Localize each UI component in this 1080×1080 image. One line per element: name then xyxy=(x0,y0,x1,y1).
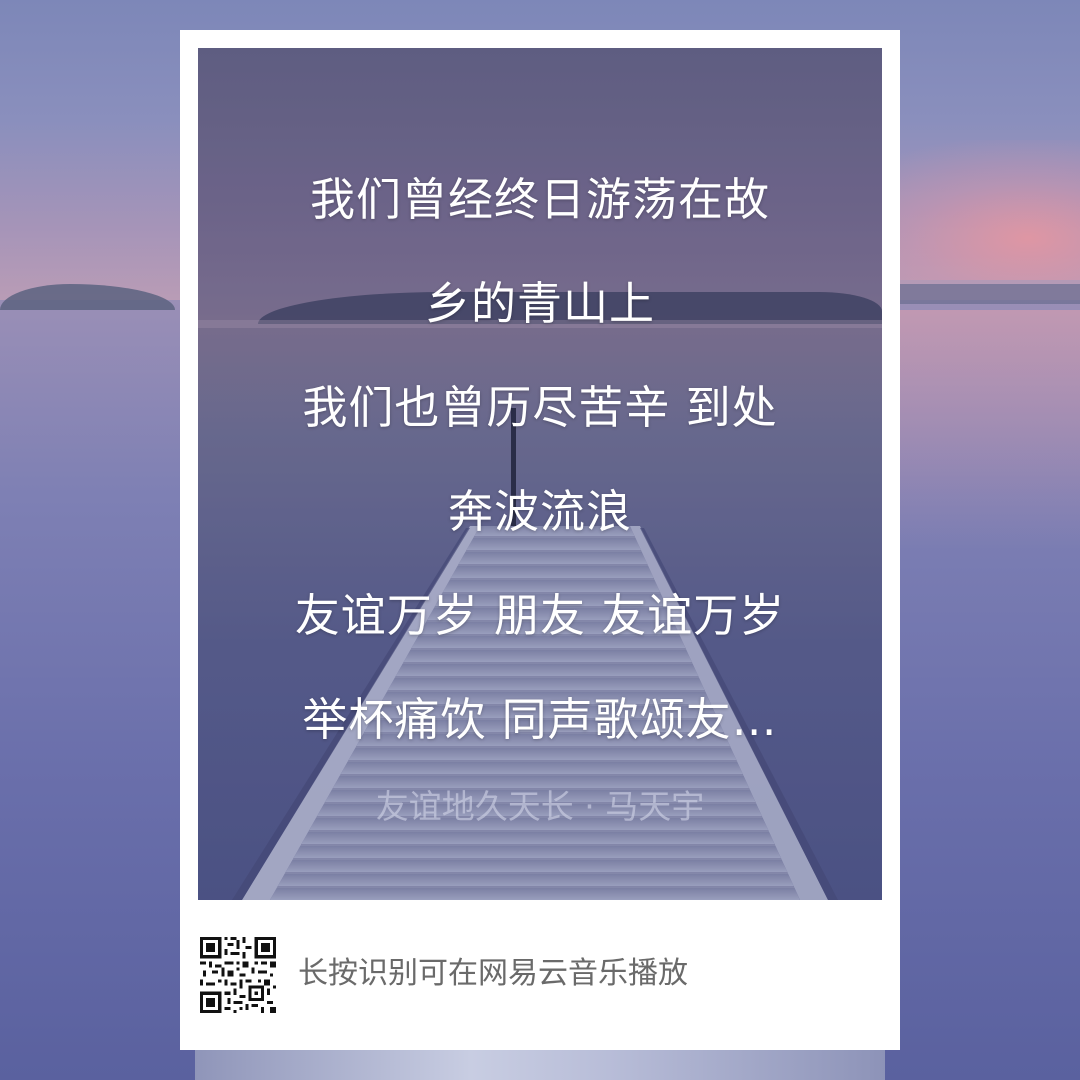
background-treeline-right xyxy=(880,284,1080,304)
lyric-line: 乡的青山上 xyxy=(424,277,655,330)
lyric-line: 我们曾经终日游荡在故 xyxy=(309,173,770,226)
lyric-line: 奔波流浪 xyxy=(447,485,632,538)
photo-treeline xyxy=(258,292,882,324)
lyrics-block: 我们曾经终日游荡在故 乡的青山上 我们也曾历尽苦辛 到处 奔波流浪 友谊万岁 朋… xyxy=(198,148,882,772)
song-title-artist: 友谊地久天长 · 马天宇 xyxy=(375,787,705,826)
long-press-hint: 长按识别可在网易云音乐播放 xyxy=(298,956,688,991)
lyric-line: 举杯痛饮 同声歌颂友… xyxy=(302,693,778,746)
background-pier xyxy=(195,1048,885,1080)
lyric-line: 我们也曾历尽苦辛 到处 xyxy=(302,381,778,434)
photo-pier-post xyxy=(511,408,516,528)
poster-photo xyxy=(198,48,882,900)
photo-pier xyxy=(232,526,838,900)
lyric-poster-card: 我们曾经终日游荡在故 乡的青山上 我们也曾历尽苦辛 到处 奔波流浪 友谊万岁 朋… xyxy=(180,30,900,1050)
lyric-line: 友谊万岁 朋友 友谊万岁 xyxy=(294,589,786,642)
qr-code-icon[interactable] xyxy=(200,937,276,1013)
photo-horizon xyxy=(198,320,882,328)
photo-dark-overlay xyxy=(198,48,882,900)
